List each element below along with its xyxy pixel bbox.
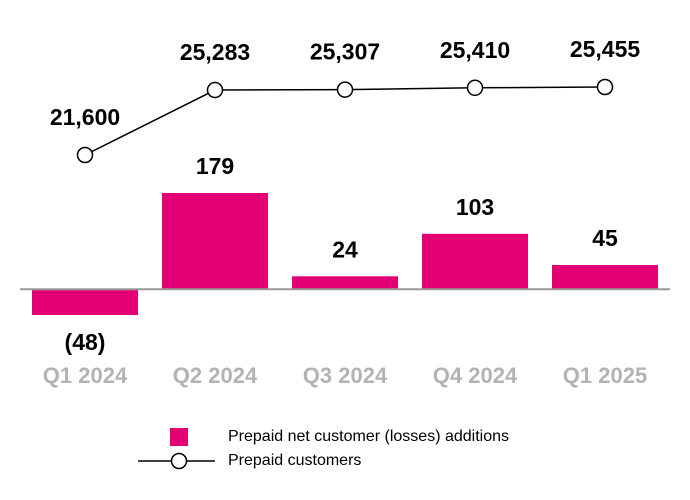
- value-label: 25,307: [310, 39, 380, 65]
- value-label: 103: [456, 194, 494, 220]
- value-label: 25,410: [440, 37, 510, 63]
- line-marker: [336, 81, 354, 98]
- bar: [32, 289, 138, 315]
- line-marker: [76, 146, 94, 164]
- value-label: 179: [196, 153, 234, 179]
- value-label: 25,455: [570, 36, 641, 62]
- x-tick-label: Q3 2024: [303, 363, 388, 388]
- x-tick-label: Q4 2024: [433, 363, 518, 388]
- bar: [162, 193, 268, 290]
- value-label: 24: [332, 236, 358, 262]
- bar: [292, 276, 398, 290]
- x-tick-label: Q1 2025: [563, 363, 647, 388]
- line-marker: [206, 81, 224, 99]
- bar: [422, 233, 528, 290]
- value-label: 25,283: [180, 39, 250, 65]
- legend-swatch: [170, 452, 188, 470]
- line-marker: [596, 78, 614, 96]
- bar: [552, 265, 658, 290]
- x-tick-label: Q1 2024: [43, 363, 128, 388]
- value-label: 45: [592, 225, 618, 251]
- value-label: 21,600: [50, 104, 120, 130]
- line-marker: [466, 79, 484, 97]
- x-tick-label: Q2 2024: [173, 363, 258, 388]
- legend-label: Prepaid net customer (losses) additions: [228, 428, 509, 445]
- legend-swatch: [170, 428, 188, 446]
- value-label: (48): [65, 329, 106, 355]
- legend-label: Prepaid customers: [228, 452, 361, 469]
